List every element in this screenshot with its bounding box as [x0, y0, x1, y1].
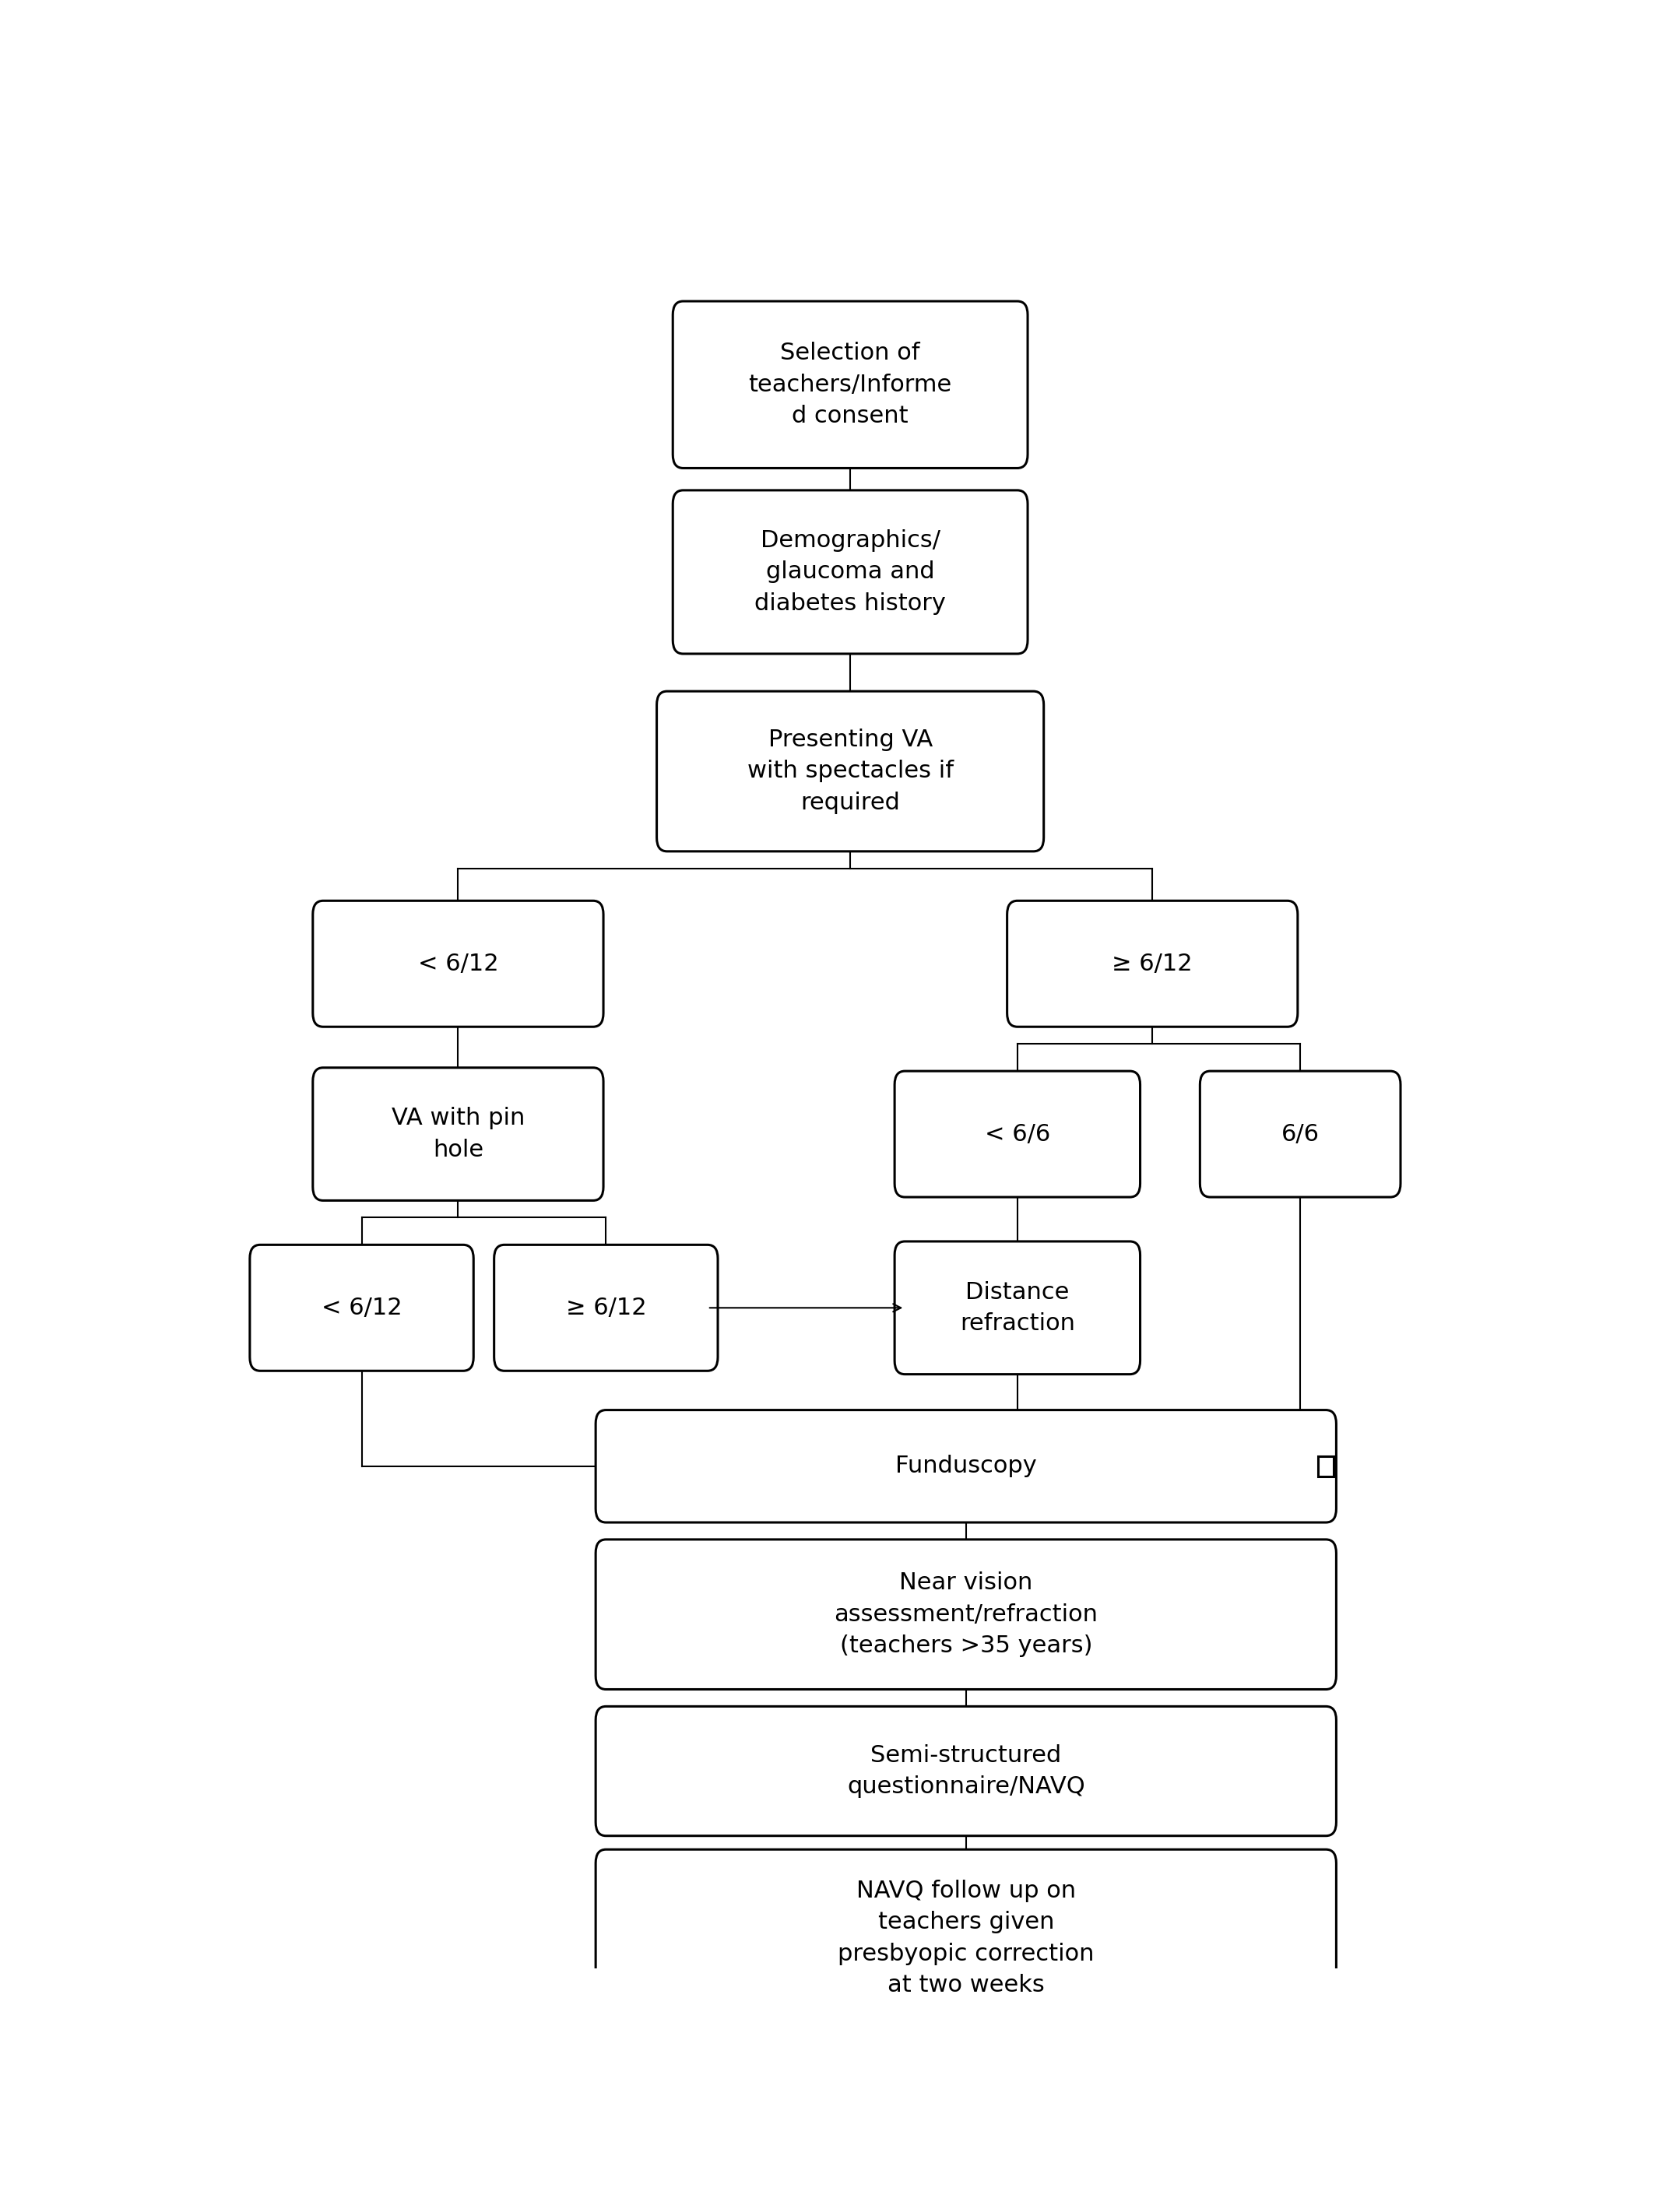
- FancyBboxPatch shape: [494, 1245, 718, 1371]
- Text: < 6/12: < 6/12: [322, 1296, 401, 1318]
- FancyBboxPatch shape: [674, 301, 1027, 469]
- FancyBboxPatch shape: [1007, 900, 1297, 1026]
- Text: 6/6: 6/6: [1281, 1124, 1319, 1146]
- FancyBboxPatch shape: [657, 692, 1044, 852]
- FancyBboxPatch shape: [674, 491, 1027, 655]
- FancyBboxPatch shape: [596, 1540, 1335, 1690]
- Text: < 6/12: < 6/12: [418, 953, 498, 975]
- Text: ≥ 6/12: ≥ 6/12: [1112, 953, 1193, 975]
- Text: Near vision
assessment/refraction
(teachers >35 years): Near vision assessment/refraction (teach…: [834, 1571, 1098, 1657]
- FancyBboxPatch shape: [894, 1071, 1140, 1197]
- FancyBboxPatch shape: [894, 1241, 1140, 1374]
- Text: NAVQ follow up on
teachers given
presbyopic correction
at two weeks: NAVQ follow up on teachers given presbyo…: [838, 1880, 1095, 1997]
- Text: Presenting VA
with spectacles if
required: Presenting VA with spectacles if require…: [747, 728, 954, 814]
- FancyBboxPatch shape: [314, 1068, 604, 1201]
- Text: VA with pin
hole: VA with pin hole: [392, 1106, 524, 1161]
- FancyBboxPatch shape: [251, 1245, 473, 1371]
- Text: Funduscopy: Funduscopy: [896, 1455, 1037, 1478]
- FancyBboxPatch shape: [596, 1409, 1335, 1522]
- Bar: [1319, 1455, 1334, 1475]
- Text: Distance
refraction: Distance refraction: [961, 1281, 1075, 1334]
- FancyBboxPatch shape: [596, 1849, 1335, 2026]
- Text: ≥ 6/12: ≥ 6/12: [566, 1296, 647, 1318]
- Text: Demographics/
glaucoma and
diabetes history: Demographics/ glaucoma and diabetes hist…: [755, 529, 946, 615]
- Text: Semi-structured
questionnaire/NAVQ: Semi-structured questionnaire/NAVQ: [848, 1743, 1085, 1798]
- FancyBboxPatch shape: [314, 900, 604, 1026]
- FancyBboxPatch shape: [596, 1705, 1335, 1836]
- FancyBboxPatch shape: [1199, 1071, 1400, 1197]
- Text: Selection of
teachers/Informe
d consent: Selection of teachers/Informe d consent: [748, 343, 952, 427]
- Text: < 6/6: < 6/6: [984, 1124, 1050, 1146]
